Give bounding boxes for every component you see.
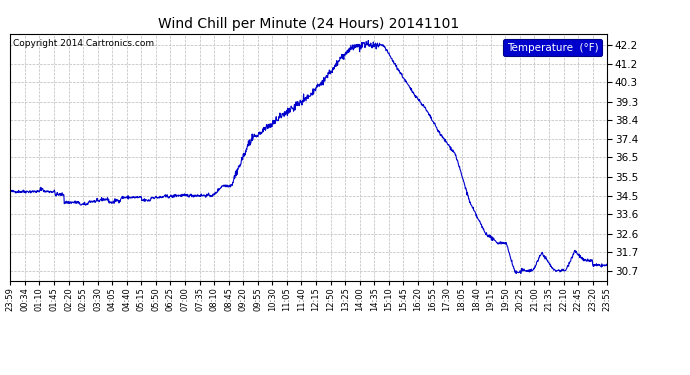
Legend: Temperature  (°F): Temperature (°F) bbox=[503, 39, 602, 56]
Text: Copyright 2014 Cartronics.com: Copyright 2014 Cartronics.com bbox=[13, 39, 155, 48]
Title: Wind Chill per Minute (24 Hours) 20141101: Wind Chill per Minute (24 Hours) 2014110… bbox=[158, 17, 460, 31]
